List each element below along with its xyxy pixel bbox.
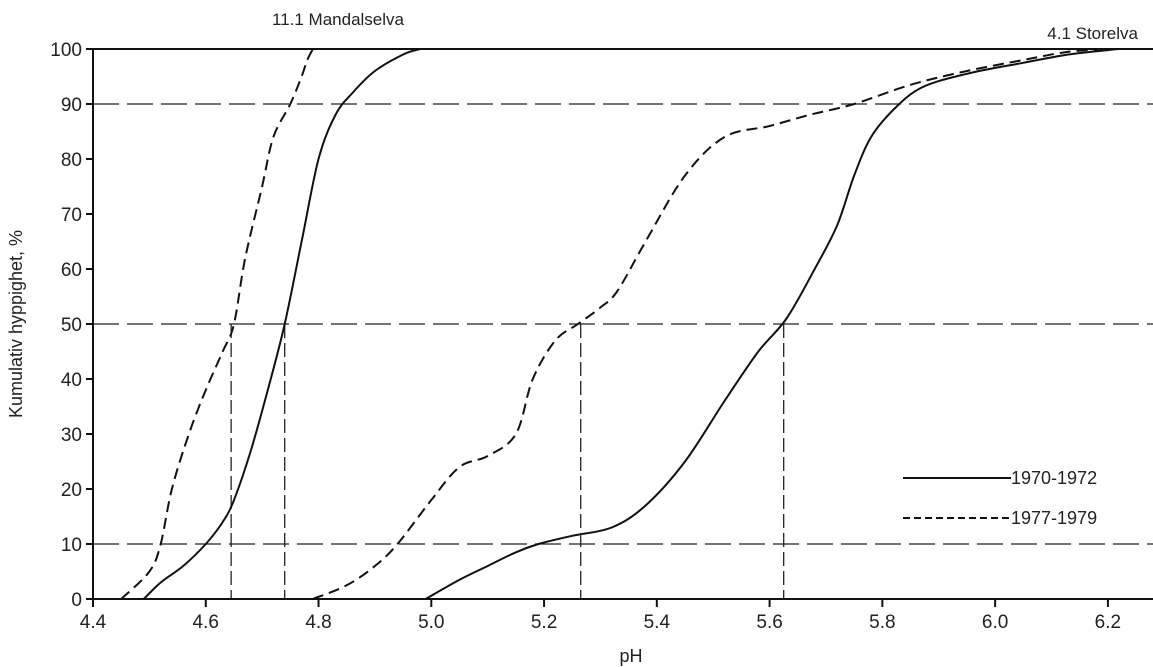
x-tick-labels: 4.4 4.6 4.8 5.0 5.2 5.4 5.6 5.8 6.0 6.2: [80, 612, 1121, 633]
y-tick-labels: 0 10 20 30 40 50 60 70 80 90 100: [50, 40, 82, 611]
x-tick-label: 5.8: [869, 612, 895, 633]
y-tick-label: 50: [61, 315, 82, 336]
y-tick-label: 20: [61, 480, 82, 501]
y-tick-label: 80: [61, 150, 82, 171]
axes: [86, 48, 1153, 607]
x-tick-label: 5.2: [531, 612, 557, 633]
x-tick-label: 6.2: [1095, 612, 1121, 633]
legend: 1970-1972 1977-1979: [903, 468, 1097, 528]
x-tick-label: 4.4: [80, 612, 107, 633]
x-tick-label: 5.6: [756, 612, 782, 633]
y-tick-label: 10: [61, 535, 82, 556]
y-axis-title: Kumulativ hyppighet, %: [6, 230, 26, 418]
x-tick-label: 4.8: [305, 612, 331, 633]
y-tick-label: 70: [61, 205, 82, 226]
station-label-mandalselva: 11.1 Mandalselva: [272, 10, 405, 29]
x-tick-label: 5.0: [418, 612, 444, 633]
reference-lines: [93, 103, 1153, 545]
y-tick-label: 40: [61, 370, 82, 391]
y-tick-label: 0: [71, 590, 82, 611]
median-markers: [230, 324, 785, 599]
y-tick-label: 60: [61, 260, 82, 281]
x-tick-label: 6.0: [982, 612, 1008, 633]
y-tick-label: 90: [61, 95, 82, 116]
series-line-storelva-1970-1972: [425, 48, 1120, 600]
x-tick-label: 4.6: [193, 612, 219, 633]
series-line-storelva-1977-1979: [312, 48, 1108, 600]
x-tick-label: 5.4: [644, 612, 671, 633]
series-lines: [120, 48, 1120, 600]
y-tick-label: 30: [61, 425, 82, 446]
x-axis-title: pH: [619, 646, 642, 666]
station-label-storelva: 4.1 Storelva: [1047, 24, 1138, 43]
legend-label-solid: 1970-1972: [1011, 468, 1097, 488]
legend-label-dashed: 1977-1979: [1011, 508, 1097, 528]
y-tick-label: 100: [50, 40, 82, 61]
series-line-mandalselva-1977-1979: [120, 48, 314, 600]
series-line-mandalselva-1970-1972: [143, 48, 421, 600]
